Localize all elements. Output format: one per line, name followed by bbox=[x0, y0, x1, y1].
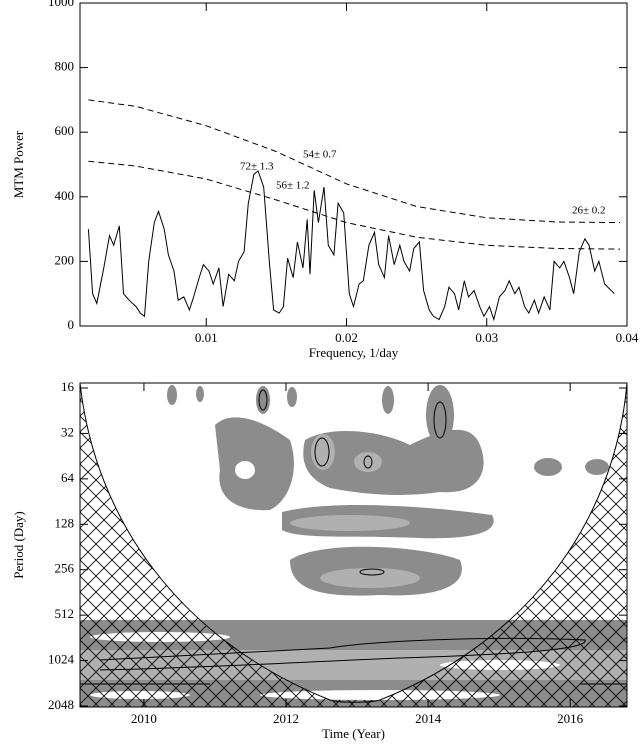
x-tick-label: 2010 bbox=[131, 711, 157, 726]
y-tick-label: 256 bbox=[55, 561, 75, 576]
y-tick-label: 400 bbox=[55, 188, 75, 203]
series-line bbox=[88, 99, 621, 224]
y-axis-label: MTM Power bbox=[11, 130, 26, 198]
annotation: 72± 1.3 bbox=[240, 161, 274, 173]
cone-of-influence bbox=[80, 383, 627, 707]
series-line bbox=[88, 160, 621, 250]
y-tick-label: 0 bbox=[68, 317, 75, 332]
wavelet-field bbox=[80, 383, 627, 707]
y-tick-label: 2048 bbox=[48, 697, 74, 712]
x-axis-label: Time (Year) bbox=[322, 726, 385, 741]
x-tick-label: 2012 bbox=[273, 711, 299, 726]
y-tick-label: 32 bbox=[61, 424, 74, 439]
plot-frame bbox=[79, 382, 628, 708]
x-tick-label: 0.01 bbox=[195, 330, 218, 345]
annotation: 54± 0.7 bbox=[303, 149, 337, 161]
x-axis-label: Frequency, 1/day bbox=[309, 345, 399, 360]
y-tick-label: 512 bbox=[55, 606, 75, 621]
cone-edge bbox=[80, 383, 627, 703]
x-tick-label: 2016 bbox=[557, 711, 584, 726]
series-line bbox=[87, 170, 615, 322]
y-tick-label: 600 bbox=[55, 123, 75, 138]
y-tick-label: 16 bbox=[61, 379, 75, 394]
y-axis-label: Period (Day) bbox=[11, 511, 26, 579]
y-tick-label: 1024 bbox=[48, 652, 75, 667]
plot-frame bbox=[79, 2, 628, 327]
y-tick-label: 1000 bbox=[48, 0, 74, 9]
y-tick-label: 800 bbox=[55, 59, 75, 74]
annotation: 56± 1.2 bbox=[276, 180, 310, 192]
x-tick-label: 0.03 bbox=[475, 330, 498, 345]
x-tick-label: 0.04 bbox=[616, 330, 639, 345]
x-tick-label: 0.02 bbox=[335, 330, 358, 345]
y-tick-label: 128 bbox=[55, 515, 75, 530]
annotation: 26± 0.2 bbox=[572, 205, 606, 217]
x-tick-label: 2014 bbox=[415, 711, 442, 726]
y-tick-label: 64 bbox=[61, 470, 75, 485]
y-tick-label: 200 bbox=[55, 252, 75, 267]
